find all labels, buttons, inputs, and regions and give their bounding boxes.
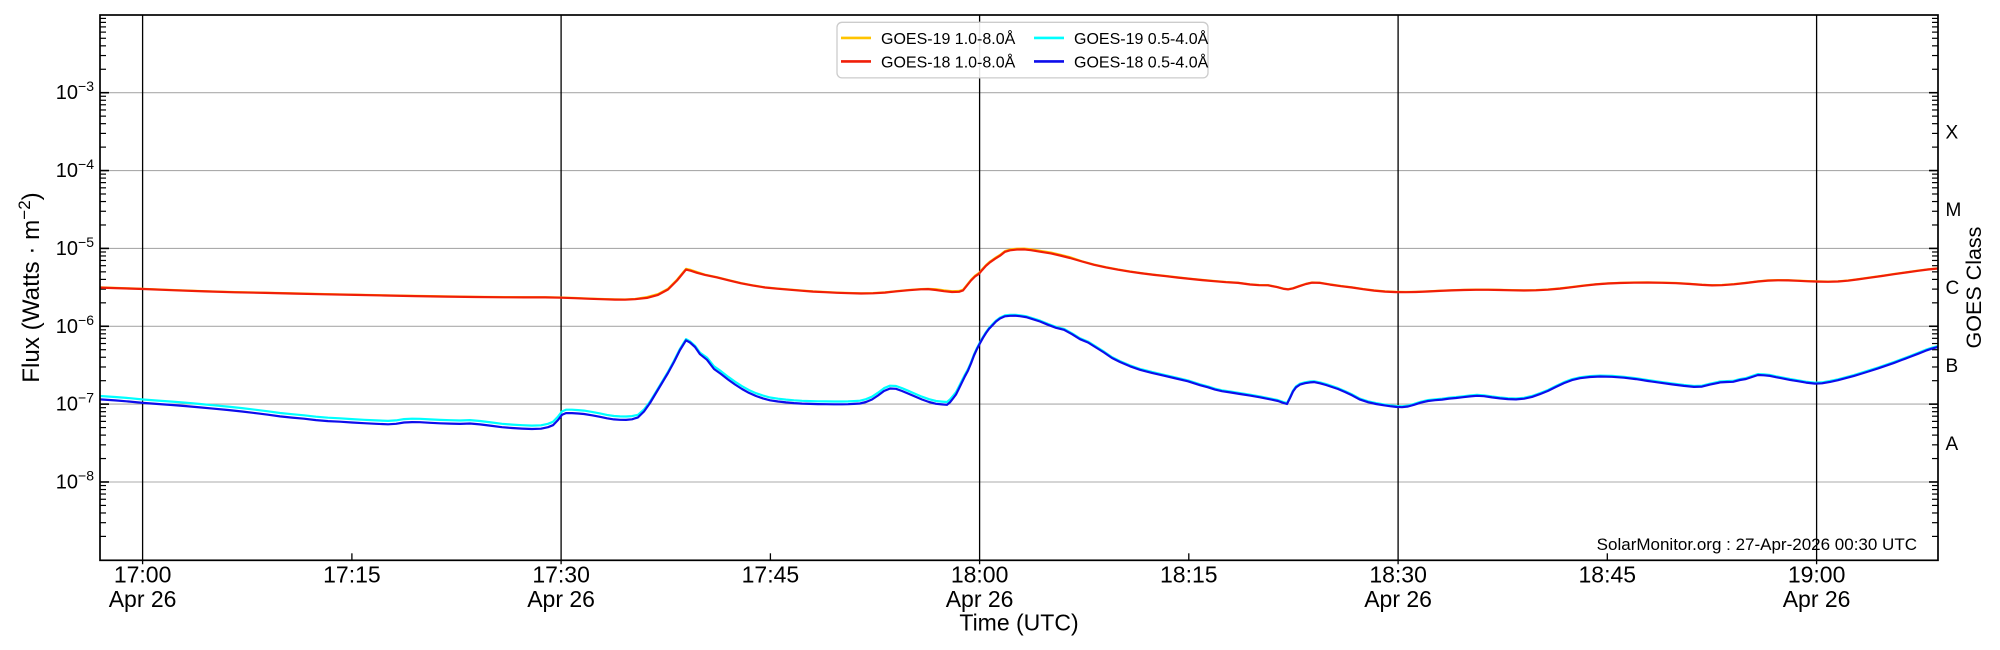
svg-text:GOES-18 0.5-4.0Å: GOES-18 0.5-4.0Å bbox=[1074, 53, 1209, 72]
svg-text:GOES-18 1.0-8.0Å: GOES-18 1.0-8.0Å bbox=[881, 53, 1016, 72]
svg-text:A: A bbox=[1946, 434, 1959, 455]
svg-text:17:00: 17:00 bbox=[114, 562, 172, 588]
svg-text:Apr 26: Apr 26 bbox=[1783, 586, 1851, 612]
svg-text:Apr 26: Apr 26 bbox=[1364, 586, 1432, 612]
svg-text:17:15: 17:15 bbox=[323, 562, 381, 588]
svg-text:17:30: 17:30 bbox=[532, 562, 590, 588]
svg-text:Flux (Watts · m−2): Flux (Watts · m−2) bbox=[15, 192, 45, 382]
svg-text:Time (UTC): Time (UTC) bbox=[959, 610, 1078, 636]
svg-text:10−5: 10−5 bbox=[56, 234, 94, 260]
svg-text:17:45: 17:45 bbox=[742, 562, 800, 588]
svg-text:10−7: 10−7 bbox=[56, 390, 94, 416]
svg-text:GOES-19 1.0-8.0Å: GOES-19 1.0-8.0Å bbox=[881, 29, 1016, 48]
svg-text:X: X bbox=[1946, 122, 1959, 143]
svg-text:18:00: 18:00 bbox=[951, 562, 1009, 588]
svg-text:B: B bbox=[1946, 356, 1959, 377]
svg-text:SolarMonitor.org : 27-Apr-2026: SolarMonitor.org : 27-Apr-2026 00:30 UTC bbox=[1597, 535, 1917, 554]
svg-text:C: C bbox=[1946, 278, 1960, 299]
svg-text:GOES Class: GOES Class bbox=[1962, 227, 1986, 349]
svg-text:GOES-19 0.5-4.0Å: GOES-19 0.5-4.0Å bbox=[1074, 29, 1209, 48]
svg-text:M: M bbox=[1946, 200, 1962, 221]
svg-text:18:30: 18:30 bbox=[1369, 562, 1427, 588]
svg-text:Apr 26: Apr 26 bbox=[109, 586, 177, 612]
svg-text:18:15: 18:15 bbox=[1160, 562, 1218, 588]
svg-text:Apr 26: Apr 26 bbox=[946, 586, 1014, 612]
svg-text:Apr 26: Apr 26 bbox=[527, 586, 595, 612]
svg-text:18:45: 18:45 bbox=[1579, 562, 1637, 588]
svg-text:19:00: 19:00 bbox=[1788, 562, 1846, 588]
